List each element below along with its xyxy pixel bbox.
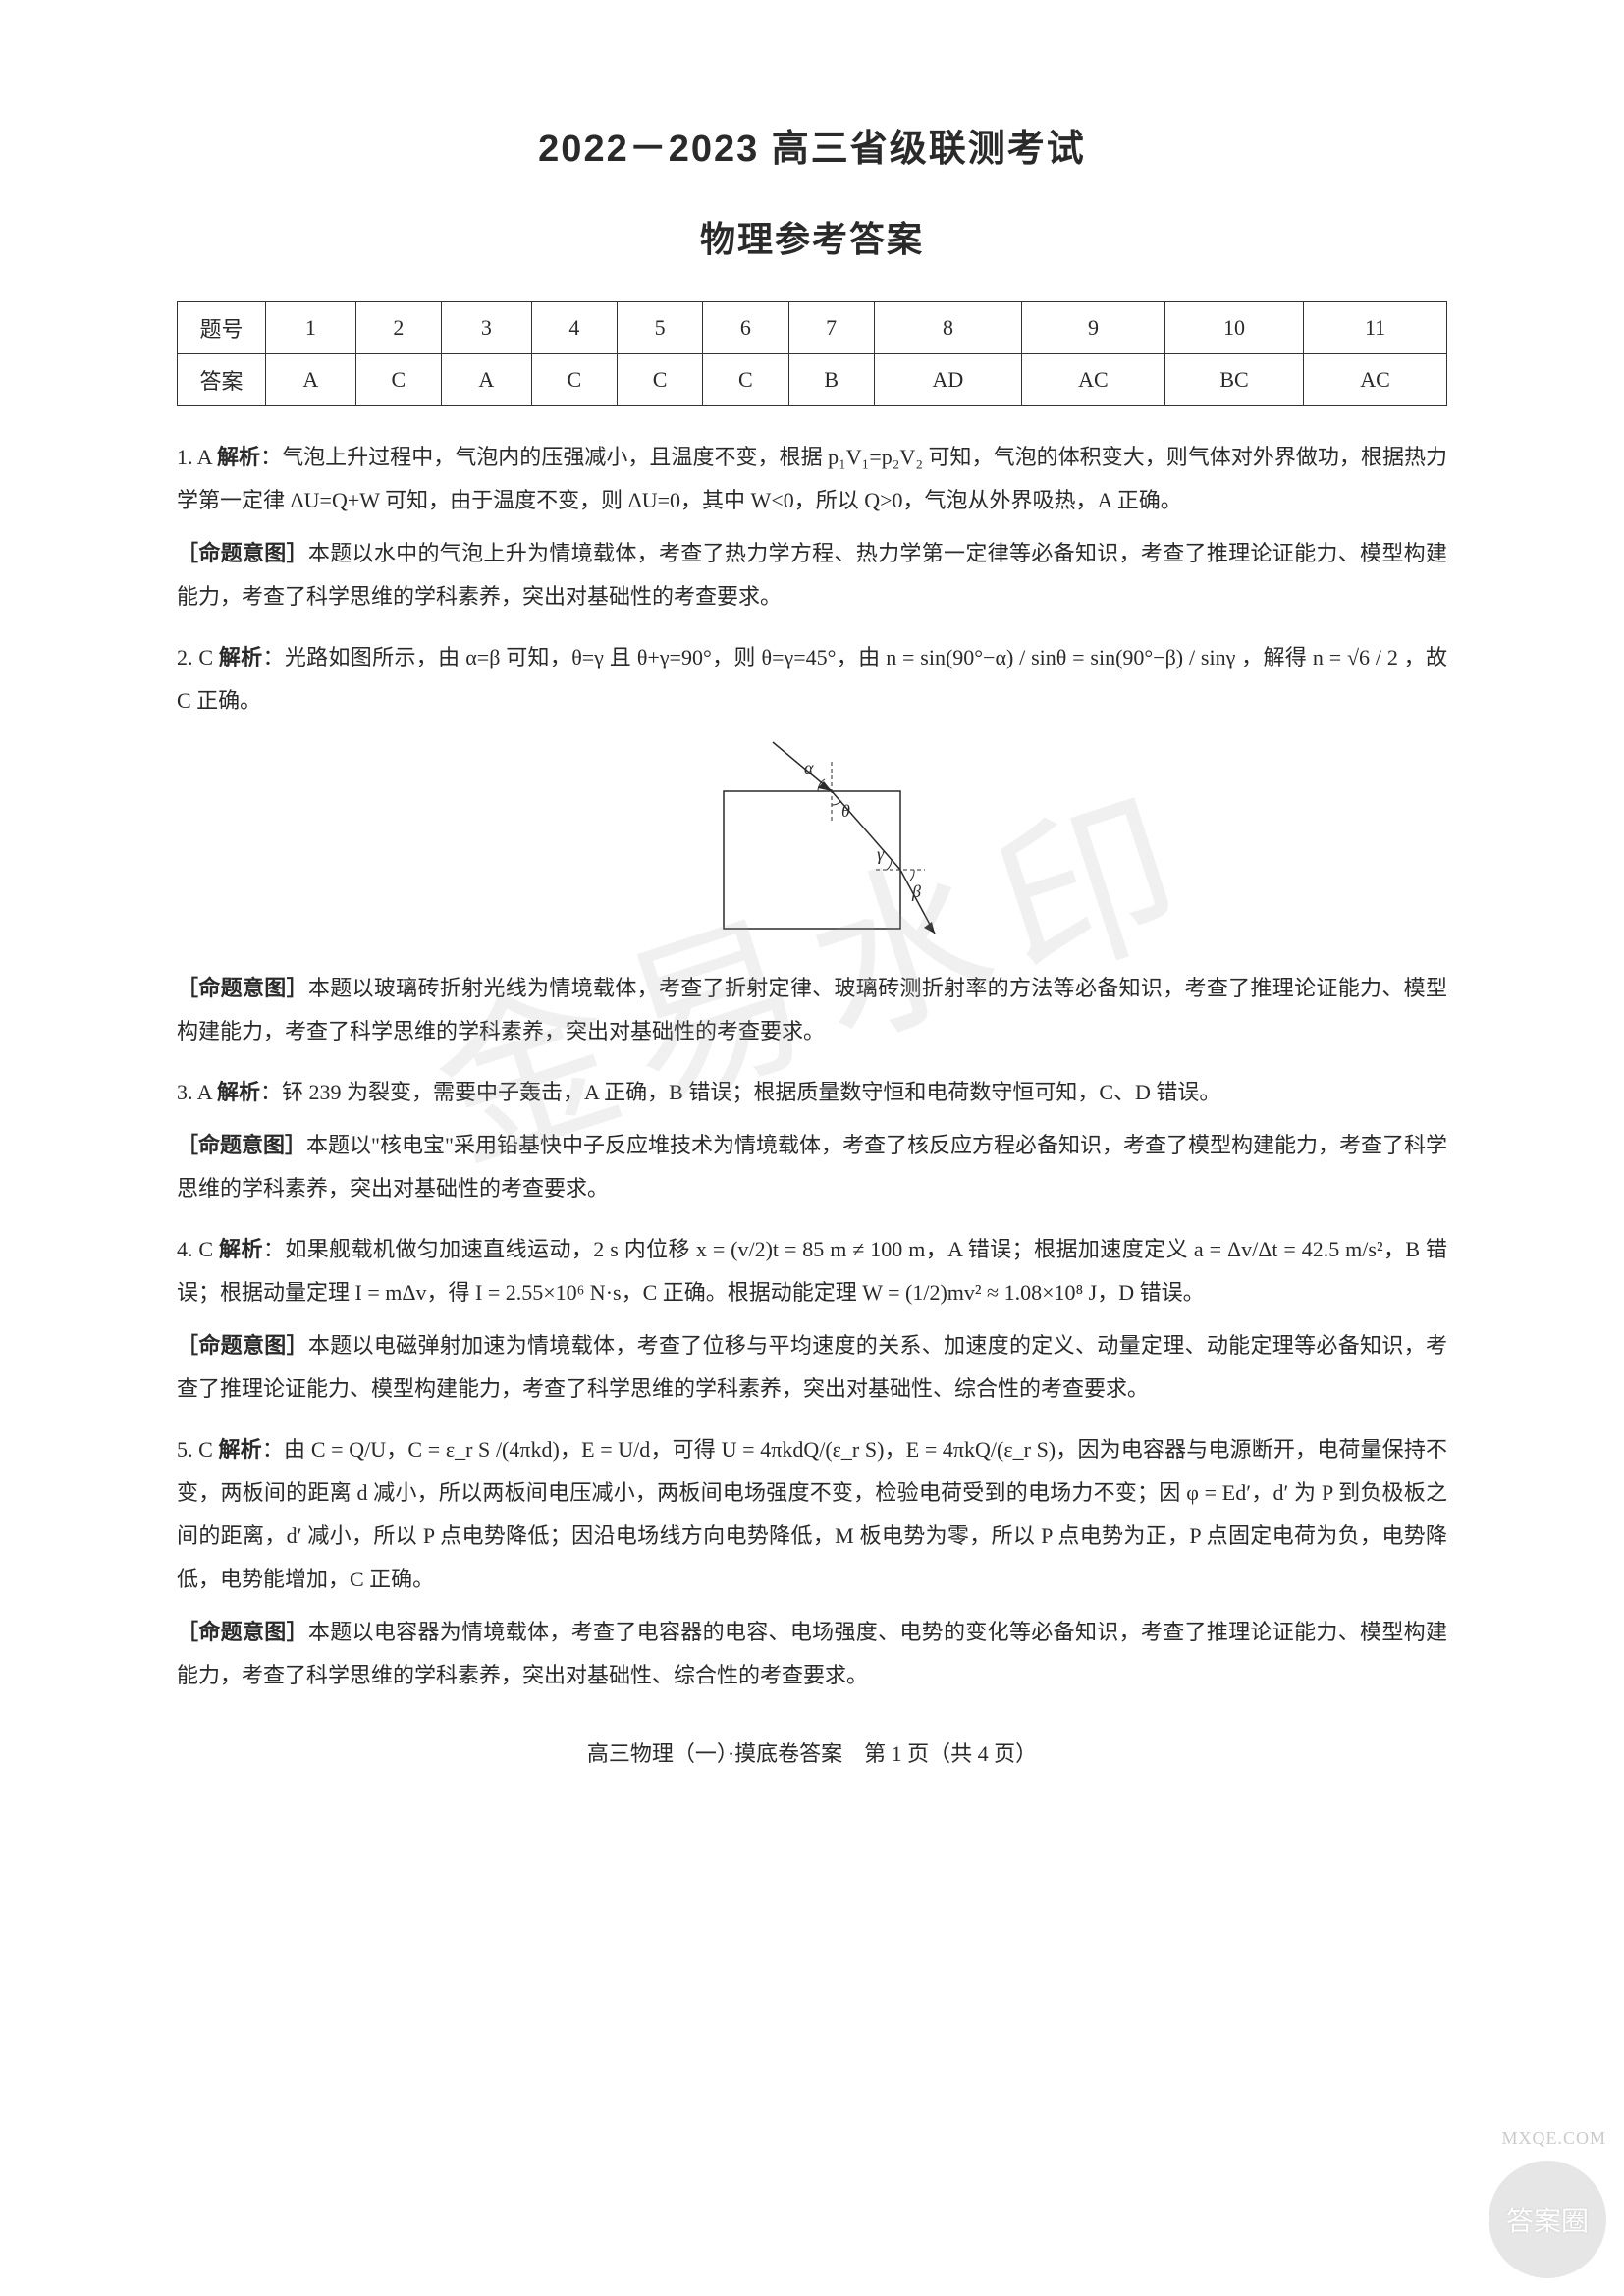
intent-block: ［命题意图］本题以"核电宝"采用铅基快中子反应堆技术为情境载体，考查了核反应方程… [177, 1124, 1447, 1210]
col-num: 6 [703, 302, 788, 354]
analysis-label: 解析 [219, 1237, 263, 1261]
intent-block: ［命题意图］本题以电磁弹射加速为情境载体，考查了位移与平均速度的关系、加速度的定… [177, 1324, 1447, 1411]
question-num: 1. A [177, 445, 211, 469]
answer-cell: A [266, 354, 356, 406]
col-num: 7 [788, 302, 874, 354]
question-num: 3. A [177, 1080, 211, 1104]
answer-cell: B [788, 354, 874, 406]
answer-table: 题号 1 2 3 4 5 6 7 8 9 10 11 答案 A C A C C … [177, 301, 1447, 406]
question-num: 4. C [177, 1237, 213, 1261]
intent-text: 本题以电容器为情境载体，考查了电容器的电容、电场强度、电势的变化等必备知识，考查… [177, 1620, 1447, 1687]
intent-label: ［命题意图］ [177, 1620, 308, 1644]
solution-block: 5. C 解析：由 C = Q/U，C = ε_r S /(4πkd)，E = … [177, 1428, 1447, 1601]
analysis-label: 解析 [217, 445, 260, 469]
solution-block: 4. C 解析：如果舰载机做匀加速直线运动，2 s 内位移 x = (v/2)t… [177, 1228, 1447, 1314]
intent-label: ［命题意图］ [177, 541, 308, 565]
answer-cell: BC [1164, 354, 1303, 406]
gamma-label: γ [877, 844, 885, 864]
corner-badge: 答案圈 [1489, 2161, 1606, 2278]
answer-cell: C [617, 354, 702, 406]
main-title: 2022－2023 高三省级联测考试 [177, 118, 1447, 172]
analysis-label: 解析 [219, 1437, 262, 1462]
intent-text: 本题以"核电宝"采用铅基快中子反应堆技术为情境载体，考查了核反应方程必备知识，考… [177, 1133, 1447, 1201]
col-num: 8 [874, 302, 1021, 354]
watermark-url: MXQE.COM [1501, 2128, 1606, 2149]
refraction-figure: α θ γ β [177, 732, 1447, 953]
col-num: 11 [1304, 302, 1447, 354]
answer-cell: C [703, 354, 788, 406]
answer-cell: C [355, 354, 441, 406]
col-num: 5 [617, 302, 702, 354]
solution-block: 3. A 解析：钚 239 为裂变，需要中子轰击，A 正确，B 错误；根据质量数… [177, 1071, 1447, 1114]
page-content: 2022－2023 高三省级联测考试 物理参考答案 题号 1 2 3 4 5 6… [0, 0, 1624, 1827]
question-num: 5. C [177, 1437, 213, 1462]
theta-label: θ [841, 801, 850, 821]
intent-text: 本题以水中的气泡上升为情境载体，考查了热力学方程、热力学第一定律等必备知识，考查… [177, 541, 1447, 609]
solution-block: 2. C 解析：光路如图所示，由 α=β 可知，θ=γ 且 θ+γ=90°，则 … [177, 636, 1447, 722]
question-num: 2. C [177, 645, 213, 669]
table-row: 题号 1 2 3 4 5 6 7 8 9 10 11 [178, 302, 1447, 354]
badge-text: 答案圈 [1506, 2200, 1589, 2239]
col-num: 4 [531, 302, 617, 354]
intent-block: ［命题意图］本题以玻璃砖折射光线为情境载体，考查了折射定律、玻璃砖测折射率的方法… [177, 967, 1447, 1053]
table-row: 答案 A C A C C C B AD AC BC AC [178, 354, 1447, 406]
row-label: 答案 [178, 354, 266, 406]
intent-label: ［命题意图］ [177, 1333, 308, 1358]
answer-cell: A [441, 354, 531, 406]
analysis-label: 解析 [219, 645, 263, 669]
row-label: 题号 [178, 302, 266, 354]
solution-text: ：光路如图所示，由 α=β 可知，θ=γ 且 θ+γ=90°，则 θ=γ=45°… [177, 645, 1447, 713]
solution-text: ：由 C = Q/U，C = ε_r S /(4πkd)，E = U/d，可得 … [177, 1437, 1447, 1591]
solution-text: ：如果舰载机做匀加速直线运动，2 s 内位移 x = (v/2)t = 85 m… [177, 1237, 1447, 1305]
answer-cell: AC [1022, 354, 1165, 406]
page-footer: 高三物理（一）·摸底卷答案 第 1 页（共 4 页） [177, 1736, 1447, 1768]
answer-cell: AC [1304, 354, 1447, 406]
analysis-label: 解析 [217, 1080, 260, 1104]
intent-block: ［命题意图］本题以电容器为情境载体，考查了电容器的电容、电场强度、电势的变化等必… [177, 1611, 1447, 1697]
answer-cell: C [531, 354, 617, 406]
answer-cell: AD [874, 354, 1021, 406]
solution-text: ：气泡上升过程中，气泡内的压强减小，且温度不变，根据 p₁V₁=p₂V₂ 可知，… [177, 445, 1447, 512]
intent-text: 本题以电磁弹射加速为情境载体，考查了位移与平均速度的关系、加速度的定义、动量定理… [177, 1333, 1447, 1401]
intent-block: ［命题意图］本题以水中的气泡上升为情境载体，考查了热力学方程、热力学第一定律等必… [177, 532, 1447, 618]
intent-text: 本题以玻璃砖折射光线为情境载体，考查了折射定律、玻璃砖测折射率的方法等必备知识，… [177, 976, 1447, 1043]
solution-text: ：钚 239 为裂变，需要中子轰击，A 正确，B 错误；根据质量数守恒和电荷数守… [260, 1080, 1220, 1104]
col-num: 9 [1022, 302, 1165, 354]
col-num: 3 [441, 302, 531, 354]
sub-title: 物理参考答案 [177, 211, 1447, 262]
alpha-label: α [804, 758, 814, 777]
intent-label: ［命题意图］ [177, 976, 308, 1000]
beta-label: β [911, 881, 921, 901]
col-num: 1 [266, 302, 356, 354]
col-num: 2 [355, 302, 441, 354]
intent-label: ［命题意图］ [177, 1133, 306, 1157]
col-num: 10 [1164, 302, 1303, 354]
solution-block: 1. A 解析：气泡上升过程中，气泡内的压强减小，且温度不变，根据 p₁V₁=p… [177, 436, 1447, 522]
